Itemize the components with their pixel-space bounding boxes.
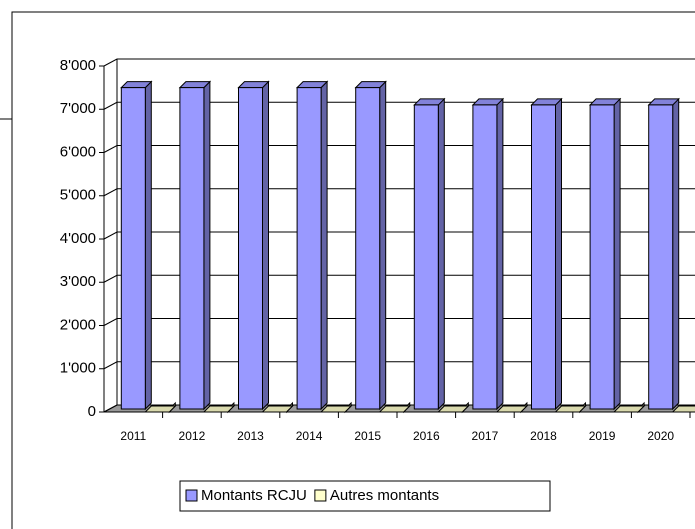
bar xyxy=(120,80,153,411)
chart-frame xyxy=(11,11,695,529)
bar-top xyxy=(202,405,236,413)
bar-top xyxy=(495,405,529,413)
bar xyxy=(554,401,587,414)
bar xyxy=(413,97,446,411)
bar xyxy=(354,80,387,411)
bar-top xyxy=(120,81,153,89)
bar xyxy=(671,405,695,413)
bar xyxy=(612,401,646,414)
x-tick-label: 2018 xyxy=(530,429,557,443)
bar-front xyxy=(238,87,263,410)
bar xyxy=(588,97,622,411)
bar xyxy=(237,80,270,411)
legend-label: Montants RCJU xyxy=(201,487,307,504)
bar-top xyxy=(413,98,446,106)
bar-side xyxy=(496,97,504,411)
y-tick-label: 5'000 xyxy=(60,187,96,204)
legend-swatch xyxy=(314,489,327,502)
bar-front xyxy=(472,104,498,410)
bar-front xyxy=(179,87,205,410)
bar-side xyxy=(203,80,211,411)
bar-side xyxy=(262,80,269,411)
bar-top xyxy=(530,98,563,106)
bar-front xyxy=(531,104,556,410)
bar-side xyxy=(555,97,562,411)
bar xyxy=(144,401,177,414)
bar-top xyxy=(612,405,646,413)
x-tick-label: 2012 xyxy=(179,429,206,443)
y-tick-label: 8'000 xyxy=(60,57,96,74)
legend-swatch xyxy=(185,489,198,502)
y-tick-label: 3'000 xyxy=(60,273,96,290)
legend-box xyxy=(179,480,551,512)
bar-top xyxy=(295,81,329,89)
bar-front xyxy=(355,87,381,410)
x-tick-label: 2016 xyxy=(413,429,440,443)
bar-top xyxy=(319,405,353,413)
bar-front xyxy=(120,87,146,410)
y-tick-label: 6'000 xyxy=(60,143,96,160)
bar-side xyxy=(144,80,152,411)
bar-top xyxy=(437,405,470,413)
x-tick-label: 2013 xyxy=(237,429,264,443)
x-tick-label: 2020 xyxy=(647,429,674,443)
bar-front xyxy=(296,87,322,410)
y-tick-label: 0 xyxy=(88,403,96,420)
bar xyxy=(647,97,680,411)
bar-top xyxy=(144,405,177,413)
bar-side xyxy=(320,80,328,411)
bar-top xyxy=(671,405,695,413)
bar-top xyxy=(354,81,387,89)
bar xyxy=(437,401,470,414)
y-tick-label: 2'000 xyxy=(60,316,96,333)
bar xyxy=(319,401,353,414)
grid-line xyxy=(103,58,695,67)
bar-side xyxy=(672,97,680,411)
y-tick-label: 7'000 xyxy=(60,100,96,117)
bar-front xyxy=(413,104,439,410)
legend-label: Autres montants xyxy=(330,487,439,504)
y-tick-label: 1'000 xyxy=(60,360,96,377)
bar-top xyxy=(237,81,270,89)
bar xyxy=(495,401,529,414)
x-tick-label: 2017 xyxy=(472,429,499,443)
bar-top xyxy=(261,405,294,413)
bar-front xyxy=(589,104,615,410)
bar xyxy=(202,401,236,414)
bar xyxy=(378,401,411,414)
y-tick-label: 4'000 xyxy=(60,230,96,247)
bar xyxy=(295,80,329,411)
x-tick-label: 2015 xyxy=(354,429,381,443)
x-tick-label: 2019 xyxy=(589,429,616,443)
bar-top xyxy=(647,98,680,106)
bar-top xyxy=(178,81,212,89)
bar-top xyxy=(471,98,505,106)
bar-side xyxy=(437,97,445,411)
bar-top xyxy=(554,405,587,413)
bar-top xyxy=(378,405,411,413)
bar-front xyxy=(648,104,674,410)
x-tick-label: 2011 xyxy=(120,429,146,443)
bar xyxy=(471,97,505,411)
bar xyxy=(530,97,563,411)
bar xyxy=(178,80,212,411)
bar-top xyxy=(588,98,622,106)
bar xyxy=(261,401,294,414)
bar-side xyxy=(613,97,621,411)
bar-side xyxy=(379,80,387,411)
x-tick-label: 2014 xyxy=(296,429,323,443)
